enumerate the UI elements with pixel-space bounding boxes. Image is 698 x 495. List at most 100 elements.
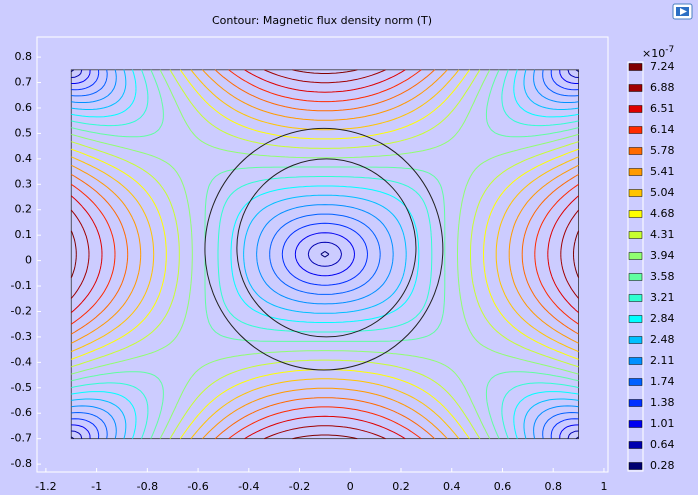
colorbar-multiplier: ×10 bbox=[642, 47, 665, 60]
x-tick-label: -0.8 bbox=[137, 480, 158, 493]
logo bbox=[672, 3, 693, 20]
x-tick-label: 0 bbox=[347, 480, 354, 493]
colorbar-swatch bbox=[628, 126, 643, 134]
contour-line bbox=[70, 69, 579, 440]
domain bbox=[70, 69, 579, 440]
colorbar-frame bbox=[627, 61, 644, 472]
colorbar-label: 5.78 bbox=[650, 144, 675, 157]
colorbar-swatch bbox=[628, 399, 643, 407]
y-tick-label: 0.6 bbox=[15, 101, 33, 114]
contour-line bbox=[70, 69, 579, 440]
x-tick-label: 0.4 bbox=[443, 480, 461, 493]
contour-line bbox=[70, 69, 579, 440]
colorbar-swatch bbox=[628, 105, 643, 113]
colorbar-label: 0.28 bbox=[650, 459, 675, 472]
colorbar-swatch bbox=[628, 147, 643, 155]
contour-line bbox=[71, 69, 579, 439]
colorbar-swatch bbox=[628, 441, 643, 449]
colorbar-label: 0.64 bbox=[650, 438, 675, 451]
x-tick-label: -0.6 bbox=[187, 480, 208, 493]
colorbar-swatch bbox=[628, 357, 643, 365]
colorbar-swatch bbox=[628, 420, 643, 428]
y-tick-label: 0.4 bbox=[15, 152, 33, 165]
plot-frame bbox=[36, 36, 609, 473]
contour-line bbox=[70, 69, 579, 440]
colorbar-scale: ×10-7 bbox=[642, 45, 674, 61]
y-tick-label: 0.3 bbox=[15, 177, 33, 190]
colorbar-swatch bbox=[628, 315, 643, 323]
colorbar-swatch bbox=[628, 168, 643, 176]
inner-circle bbox=[236, 158, 417, 338]
colorbar-swatch bbox=[628, 294, 643, 302]
contour-line bbox=[71, 69, 579, 439]
contours bbox=[70, 69, 580, 440]
chart-title: Contour: Magnetic flux density norm (T) bbox=[212, 14, 432, 27]
contour-line bbox=[71, 69, 579, 439]
x-tick-label: 1 bbox=[600, 480, 607, 493]
colorbar-label: 1.74 bbox=[650, 375, 675, 388]
colorbar-swatch bbox=[628, 336, 643, 344]
colorbar-label: 1.01 bbox=[650, 417, 675, 430]
colorbar-label: 4.31 bbox=[650, 228, 675, 241]
colorbar-label: 2.84 bbox=[650, 312, 675, 325]
colorbar-label: 5.04 bbox=[650, 186, 675, 199]
contour-line bbox=[71, 69, 579, 439]
contour-line bbox=[70, 69, 579, 440]
colorbar-label: 4.68 bbox=[650, 207, 675, 220]
contour-line bbox=[71, 69, 579, 439]
contour-line bbox=[70, 69, 580, 440]
y-tick-label: 0.8 bbox=[15, 50, 33, 63]
y-tick-label: 0.2 bbox=[15, 203, 33, 216]
colorbar-label: 3.21 bbox=[650, 291, 675, 304]
colorbar-label: 3.58 bbox=[650, 270, 675, 283]
outer-circle bbox=[204, 127, 444, 371]
colorbar-label: 6.51 bbox=[650, 102, 675, 115]
colorbar-exponent: -7 bbox=[665, 45, 674, 55]
colorbar-swatch bbox=[628, 273, 643, 281]
contour-line bbox=[71, 69, 579, 439]
colorbar-label: 3.94 bbox=[650, 249, 675, 262]
y-tick-label: -0.7 bbox=[11, 432, 32, 445]
y-tick-label: -0.1 bbox=[11, 279, 32, 292]
colorbar-swatch bbox=[628, 189, 643, 197]
colorbar-swatch bbox=[628, 378, 643, 386]
x-tick-label: -1.2 bbox=[35, 480, 56, 493]
x-tick-label: -0.2 bbox=[289, 480, 310, 493]
colorbar-swatch bbox=[628, 63, 643, 71]
colorbar-label: 7.24 bbox=[650, 60, 675, 73]
x-tick-label: -0.4 bbox=[238, 480, 259, 493]
colorbar-swatch bbox=[628, 84, 643, 92]
x-tick-label: 0.2 bbox=[392, 480, 410, 493]
y-tick-label: 0 bbox=[25, 254, 32, 267]
colorbar-swatch bbox=[628, 231, 643, 239]
y-tick-label: 0.5 bbox=[15, 126, 33, 139]
contour-line bbox=[71, 69, 579, 440]
y-tick-label: -0.5 bbox=[11, 381, 32, 394]
contour-line bbox=[70, 69, 579, 440]
contour-line bbox=[71, 69, 579, 439]
contour-line bbox=[71, 69, 579, 439]
colorbar-swatch bbox=[628, 462, 643, 470]
colorbar-label: 2.48 bbox=[650, 333, 675, 346]
y-tick-label: -0.4 bbox=[11, 355, 32, 368]
colorbar-label: 5.41 bbox=[650, 165, 675, 178]
y-tick-label: 0.7 bbox=[15, 76, 33, 89]
colorbar-swatch bbox=[628, 252, 643, 260]
x-tick-label: 0.8 bbox=[544, 480, 562, 493]
y-tick-label: -0.3 bbox=[11, 330, 32, 343]
colorbar-swatch bbox=[628, 210, 643, 218]
x-tick-label: 0.6 bbox=[494, 480, 512, 493]
colorbar-label: 6.88 bbox=[650, 81, 675, 94]
colorbar-label: 6.14 bbox=[650, 123, 675, 136]
contour-line bbox=[71, 69, 579, 439]
contour-line bbox=[71, 69, 579, 439]
y-tick-label: -0.8 bbox=[11, 457, 32, 470]
contour-line bbox=[71, 69, 579, 439]
y-tick-label: -0.6 bbox=[11, 406, 32, 419]
y-tick-label: 0.1 bbox=[15, 228, 33, 241]
colorbar-label: 1.38 bbox=[650, 396, 675, 409]
x-tick-label: -1 bbox=[91, 480, 102, 493]
y-tick-label: -0.2 bbox=[11, 304, 32, 317]
